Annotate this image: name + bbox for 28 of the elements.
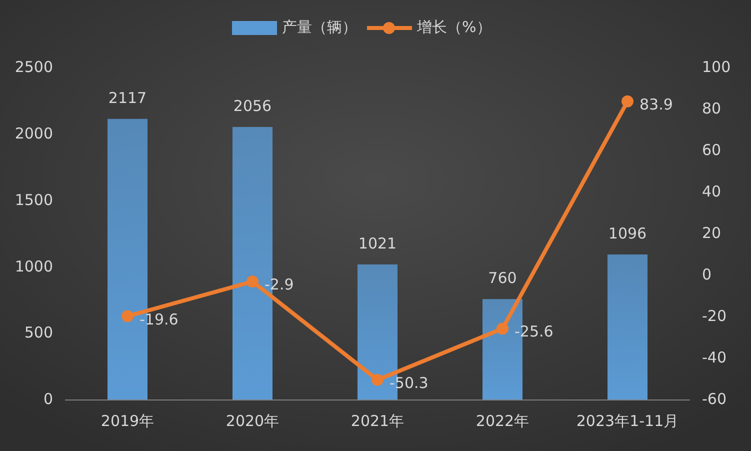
y2-tick-label: -60 bbox=[702, 390, 726, 408]
y-tick-label: 0 bbox=[43, 390, 53, 408]
legend-label: 增长（%） bbox=[416, 18, 492, 36]
x-tick-label: 2023年1-11月 bbox=[576, 412, 679, 430]
y2-tick-label: -20 bbox=[702, 307, 726, 326]
y2-tick-label: 40 bbox=[702, 182, 722, 201]
data-label: 760 bbox=[488, 269, 517, 288]
x-tick-label: 2021年 bbox=[350, 412, 404, 430]
y-tick-label: 2500 bbox=[14, 58, 53, 76]
data-label: 83.9 bbox=[640, 96, 673, 114]
data-label: 2117 bbox=[108, 88, 147, 107]
y-tick-label: 1000 bbox=[14, 257, 53, 276]
x-tick-label: 2019年 bbox=[100, 412, 154, 430]
y2-tick-label: 20 bbox=[702, 224, 722, 242]
y-tick-label: 2000 bbox=[14, 124, 53, 143]
y2-tick-label: 100 bbox=[702, 58, 731, 76]
y2-tick-label: 80 bbox=[702, 100, 722, 118]
data-label: 1096 bbox=[608, 224, 647, 243]
y-tick-label: 1500 bbox=[14, 190, 53, 209]
x-tick-label: 2022年 bbox=[476, 412, 530, 430]
data-label: 1021 bbox=[358, 234, 397, 253]
x-tick-label: 2020年 bbox=[226, 412, 280, 430]
data-label: 2056 bbox=[233, 97, 272, 116]
y-tick-label: 500 bbox=[24, 324, 53, 342]
y2-tick-label: -40 bbox=[702, 348, 726, 367]
legend-label: 产量（辆） bbox=[282, 18, 357, 36]
y2-tick-label: 60 bbox=[702, 141, 722, 160]
y2-tick-label: 0 bbox=[702, 266, 712, 284]
